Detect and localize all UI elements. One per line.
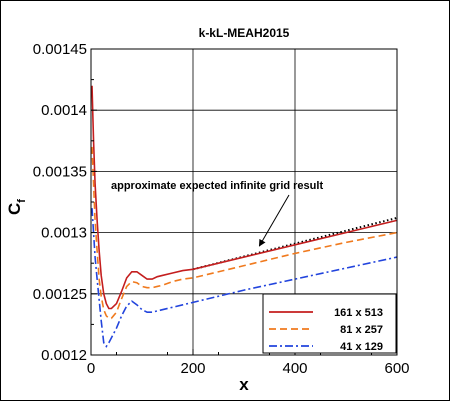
x-tick-label: 400 [282, 360, 307, 377]
svg-text:Cf: Cf [5, 199, 28, 215]
legend-box [262, 293, 397, 354]
y-tick-label: 0.00125 [33, 286, 87, 303]
x-tick-label: 0 [87, 360, 95, 377]
annotation: approximate expected infinite grid resul… [111, 180, 323, 247]
reference-line [192, 216, 397, 271]
y-axis-label-group: Cf [5, 199, 28, 215]
series-line-2 [91, 146, 397, 320]
y-tick-label: 0.0014 [41, 102, 87, 119]
series-line-3 [91, 208, 397, 348]
chart-title: k-kL-MEAH2015 [199, 26, 290, 40]
y-axis-label: C [5, 203, 24, 215]
grid [91, 49, 397, 355]
legend-label-2: 81 x 257 [340, 324, 383, 336]
x-tick-label: 200 [180, 360, 205, 377]
series-layer [91, 85, 397, 348]
y-tick-label: 0.00145 [33, 41, 87, 58]
y-tick-label: 0.0012 [41, 347, 87, 364]
legend-label-3: 41 x 129 [340, 341, 383, 353]
y-tick-label: 0.00135 [33, 163, 87, 180]
legend-label-1: 161 x 513 [334, 307, 383, 319]
x-tick-label: 600 [384, 360, 409, 377]
y-tick-label: 0.0013 [41, 225, 87, 242]
y-tick-labels: 0.0012 0.00125 0.0013 0.00135 0.0014 0.00145 [33, 41, 87, 364]
y-axis-label-subscript: f [16, 199, 28, 203]
annotation-text: approximate expected infinite grid resul… [111, 180, 323, 192]
annotation-arrow [258, 194, 290, 247]
x-tick-labels: 0 200 400 600 [87, 360, 410, 377]
x-axis-label: x [239, 375, 249, 394]
legend: 161 x 513 81 x 257 41 x 129 [262, 293, 397, 354]
series-line-1 [91, 85, 397, 310]
